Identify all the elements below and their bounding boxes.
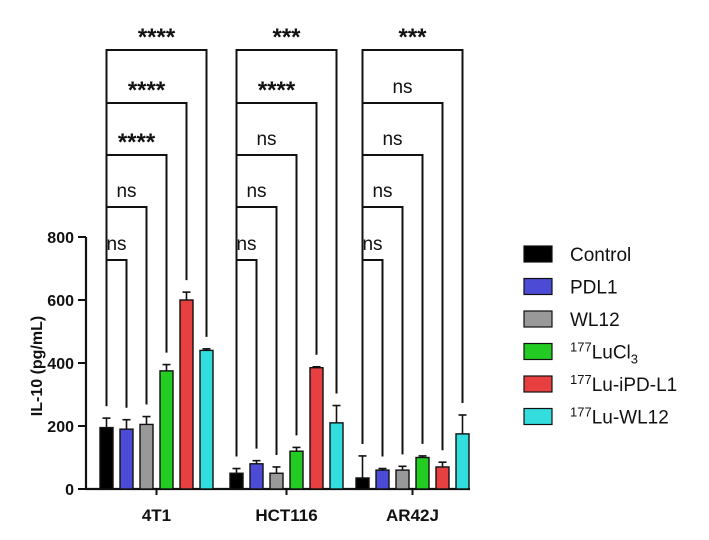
y-tick-label: 400 (47, 356, 74, 373)
y-tick-label: 200 (47, 419, 74, 436)
legend-swatch (523, 245, 553, 263)
legend-swatch (523, 277, 553, 296)
legend-label: PDL1 (570, 278, 618, 299)
bar (309, 367, 324, 490)
significance-label: *** (272, 24, 301, 51)
bar (99, 426, 114, 490)
bar (375, 469, 390, 490)
bar (119, 428, 134, 490)
significance-label: ns (372, 181, 392, 202)
significance-label: ns (392, 77, 412, 98)
legend-swatch (523, 342, 553, 361)
significance-label: ns (382, 129, 402, 150)
y-axis-label: IL-10 (pg/mL) (29, 316, 46, 416)
legend-swatch (523, 407, 553, 426)
legend-swatch (523, 310, 553, 328)
legend-label: Control (570, 245, 631, 266)
significance-label: **** (118, 129, 156, 156)
y-tick-label: 800 (47, 230, 74, 247)
significance-label: ns (116, 181, 136, 202)
bars (99, 291, 470, 490)
bar (179, 299, 194, 490)
bar (415, 456, 430, 490)
bar (249, 463, 264, 490)
significance-bracket (235, 259, 258, 457)
legend-label: WL12 (570, 310, 620, 331)
bar (329, 422, 344, 490)
bar (139, 423, 154, 490)
significance-label: ns (246, 181, 266, 202)
category-label: HCT116 (255, 506, 317, 525)
legend: Control PDL1 WL12 177LuCl3 177Lu-iPD-L1 177Lu… (523, 245, 677, 429)
bar (395, 469, 410, 490)
bar (435, 466, 450, 490)
category-label: AR42J (386, 506, 439, 525)
legend-swatch (523, 375, 553, 393)
y-tick-label: 0 (65, 482, 74, 499)
significance-label: ns (256, 129, 276, 150)
bar (355, 477, 370, 490)
significance-label: **** (128, 77, 166, 104)
legend-label: 177Lu-iPD-L1 (570, 372, 677, 396)
y-tick-label: 600 (47, 293, 74, 310)
significance-label: ns (106, 234, 126, 255)
significance-bracket (361, 49, 464, 403)
category-label: 4T1 (142, 506, 171, 525)
legend-label: 177Lu-WL12 (570, 405, 669, 429)
significance-label: ns (362, 234, 382, 255)
bar (455, 433, 470, 490)
bar (199, 349, 214, 490)
significance-bracket (105, 49, 208, 337)
significance-label: *** (398, 24, 427, 51)
bar (269, 472, 284, 490)
bar (229, 472, 244, 490)
bar (289, 450, 304, 490)
bar (159, 370, 174, 490)
significance-bracket (361, 259, 384, 457)
significance-label: ns (236, 234, 256, 255)
significance-label: **** (138, 24, 176, 51)
significance-label: **** (258, 77, 296, 104)
significance-bracket (105, 259, 128, 408)
legend-label: 177LuCl3 (570, 340, 638, 367)
significance-bracket (235, 49, 338, 394)
